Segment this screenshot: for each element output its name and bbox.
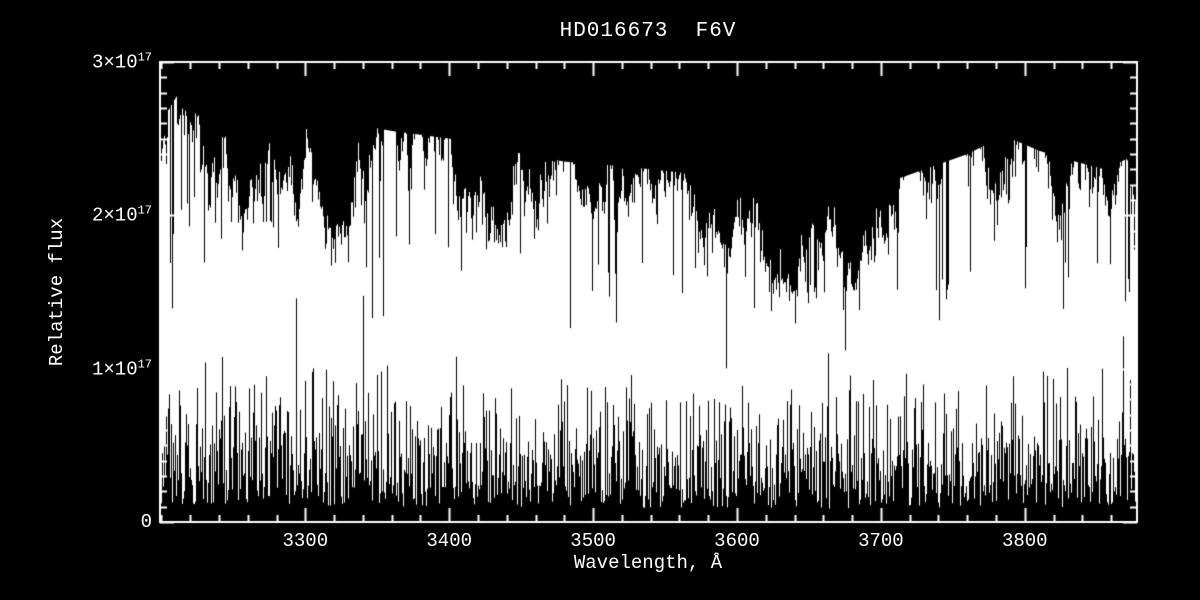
x-axis-label: Wavelength, Å (573, 552, 723, 574)
x-tick-label: 3600 (714, 530, 760, 552)
x-tick-label: 3800 (1001, 530, 1048, 552)
x-tick-label: 3400 (426, 530, 473, 552)
x-tick-label: 3300 (282, 530, 329, 552)
y-tick-label: 0 (140, 511, 152, 533)
y-tick-label: 1×1017 (91, 356, 152, 381)
x-tick-label: 3700 (858, 530, 904, 552)
y-axis-label: Relative flux (46, 217, 68, 367)
y-tick-label: 2×1017 (91, 203, 152, 227)
chart-title: HD016673 F6V (559, 20, 737, 43)
x-tick-label: 3500 (570, 530, 616, 552)
y-tick-label: 3×1017 (91, 50, 152, 74)
